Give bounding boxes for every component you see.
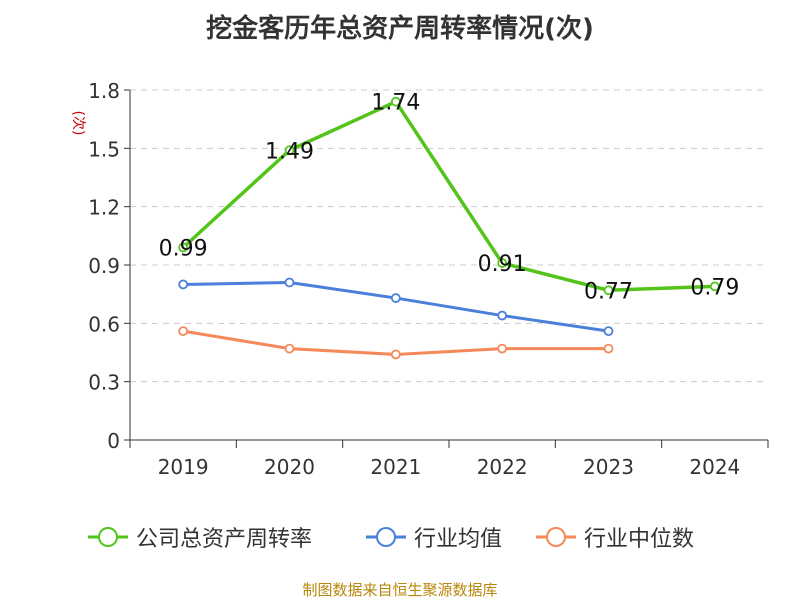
data-label: 0.91 — [478, 252, 527, 277]
y-tick-label: 0 — [107, 429, 120, 453]
data-label: 1.49 — [265, 139, 314, 164]
chart-legend: 公司总资产周转率 行业均值 行业中位数 — [0, 519, 800, 555]
series-line-0 — [181, 99, 715, 293]
data-label: 0.79 — [690, 275, 739, 300]
y-tick-label: 1.2 — [88, 196, 120, 220]
y-tick-label: 1.8 — [88, 79, 120, 103]
data-label: 0.77 — [584, 279, 633, 304]
legend-label: 行业中位数 — [584, 527, 695, 552]
y-tick-label: 0.9 — [88, 254, 120, 278]
data-point-1 — [603, 326, 614, 337]
legend-marker-icon — [88, 527, 128, 547]
x-tick-label: 2023 — [583, 455, 634, 479]
x-tick-label: 2024 — [689, 455, 740, 479]
data-label: 0.99 — [159, 237, 208, 262]
data-label: 1.74 — [371, 91, 420, 116]
legend-marker-icon — [366, 527, 406, 547]
x-tick-label: 2019 — [158, 455, 209, 479]
data-point-1 — [284, 277, 295, 288]
y-axis-label: (次) — [70, 111, 86, 136]
data-point-0 — [603, 285, 614, 296]
x-tick-label: 2021 — [370, 455, 421, 479]
y-tick-label: 0.6 — [88, 312, 120, 336]
data-point-0 — [709, 281, 720, 292]
source-note: 制图数据来自恒生聚源数据库 — [302, 581, 498, 599]
data-point-1 — [497, 310, 508, 321]
data-point-2 — [178, 326, 189, 337]
legend-item[interactable]: 行业中位数 — [536, 519, 694, 555]
data-point-0 — [284, 145, 295, 156]
data-point-2 — [603, 343, 614, 354]
y-tick-label: 1.5 — [88, 137, 120, 161]
data-point-0 — [178, 242, 189, 253]
data-point-1 — [390, 293, 401, 303]
chart-title: 挖金客历年总资产周转率情况(次) — [206, 14, 594, 44]
data-point-2 — [390, 349, 401, 360]
legend-label: 行业均值 — [414, 527, 503, 552]
legend-item[interactable]: 行业均值 — [366, 519, 502, 555]
legend-item[interactable]: 公司总资产周转率 — [88, 519, 312, 555]
y-tick-label: 0.3 — [88, 371, 120, 395]
data-point-0 — [497, 258, 508, 268]
legend-label: 公司总资产周转率 — [136, 527, 313, 552]
data-point-1 — [178, 279, 189, 290]
data-point-2 — [497, 343, 508, 354]
x-tick-label: 2022 — [477, 455, 528, 479]
x-tick-label: 2020 — [264, 455, 315, 479]
data-point-2 — [284, 343, 295, 354]
legend-marker-icon — [536, 527, 576, 547]
data-point-0 — [390, 96, 401, 107]
